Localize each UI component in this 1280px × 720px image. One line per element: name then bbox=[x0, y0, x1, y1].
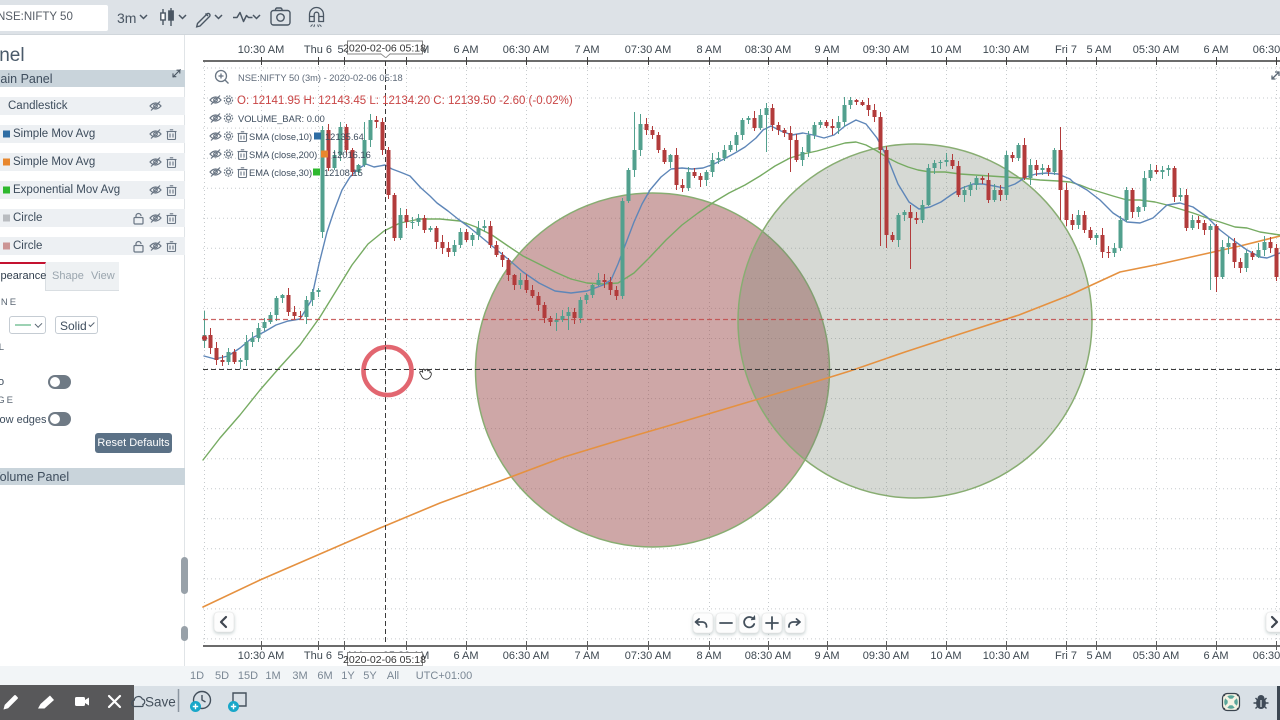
svg-text:07:30 AM: 07:30 AM bbox=[625, 44, 671, 56]
svg-text:SMA (close,200): SMA (close,200) bbox=[249, 150, 317, 160]
svg-text:12108.15: 12108.15 bbox=[324, 168, 363, 178]
svg-text:07:30 AM: 07:30 AM bbox=[625, 650, 671, 662]
svg-text:06:30 AM: 06:30 AM bbox=[503, 650, 549, 662]
svg-text:10:30 AM: 10:30 AM bbox=[983, 650, 1029, 662]
svg-text:12016.16: 12016.16 bbox=[332, 150, 371, 160]
svg-text:9 AM: 9 AM bbox=[814, 44, 839, 56]
svg-text:06:30 AM: 06:30 AM bbox=[1253, 650, 1280, 662]
svg-text:12135.64: 12135.64 bbox=[325, 132, 364, 142]
svg-text:05:30 AM: 05:30 AM bbox=[1133, 650, 1179, 662]
svg-text:10:30 AM: 10:30 AM bbox=[238, 650, 284, 662]
svg-text:7 AM: 7 AM bbox=[574, 44, 599, 56]
svg-text:09:30 AM: 09:30 AM bbox=[863, 650, 909, 662]
svg-text:06:30 AM: 06:30 AM bbox=[1253, 44, 1280, 56]
svg-text:Fri 7: Fri 7 bbox=[1055, 650, 1077, 662]
svg-text:10:30 AM: 10:30 AM bbox=[238, 44, 284, 56]
svg-text:6 AM: 6 AM bbox=[453, 650, 478, 662]
svg-text:EMA (close,30): EMA (close,30) bbox=[249, 168, 312, 178]
svg-text:10:30 AM: 10:30 AM bbox=[983, 44, 1029, 56]
svg-text:6 AM: 6 AM bbox=[1203, 650, 1228, 662]
svg-text:9 AM: 9 AM bbox=[814, 650, 839, 662]
svg-text:2020-02-06 05:18: 2020-02-06 05:18 bbox=[343, 654, 426, 666]
svg-text:10 AM: 10 AM bbox=[930, 650, 961, 662]
svg-text:8 AM: 8 AM bbox=[696, 650, 721, 662]
svg-text:06:30 AM: 06:30 AM bbox=[503, 44, 549, 56]
svg-text:08:30 AM: 08:30 AM bbox=[745, 44, 791, 56]
svg-text:VOLUME_BAR: 0.00: VOLUME_BAR: 0.00 bbox=[238, 114, 325, 124]
svg-text:6 AM: 6 AM bbox=[1203, 44, 1228, 56]
svg-text:Save: Save bbox=[145, 695, 176, 710]
svg-text:5 AM: 5 AM bbox=[1086, 650, 1111, 662]
svg-text:O: 12141.95 H: 12143.45 L: 121: O: 12141.95 H: 12143.45 L: 12134.20 C: 1… bbox=[237, 95, 573, 107]
svg-text:SMA (close,10): SMA (close,10) bbox=[249, 132, 312, 142]
svg-text:08:30 AM: 08:30 AM bbox=[745, 650, 791, 662]
svg-text:8 AM: 8 AM bbox=[696, 44, 721, 56]
svg-text:05:30 AM: 05:30 AM bbox=[1133, 44, 1179, 56]
svg-text:NSE:NIFTY 50 (3m) - 2020-02-06: NSE:NIFTY 50 (3m) - 2020-02-06 05:18 bbox=[238, 73, 403, 83]
svg-text:6 AM: 6 AM bbox=[453, 44, 478, 56]
svg-text:7 AM: 7 AM bbox=[574, 650, 599, 662]
svg-text:2020-02-06 05:18: 2020-02-06 05:18 bbox=[343, 43, 426, 55]
svg-text:Thu 6: Thu 6 bbox=[304, 44, 332, 56]
svg-text:5 AM: 5 AM bbox=[1086, 44, 1111, 56]
svg-text:09:30 AM: 09:30 AM bbox=[863, 44, 909, 56]
svg-text:Thu 6: Thu 6 bbox=[304, 650, 332, 662]
svg-text:Fri 7: Fri 7 bbox=[1055, 44, 1077, 56]
svg-text:10 AM: 10 AM bbox=[930, 44, 961, 56]
